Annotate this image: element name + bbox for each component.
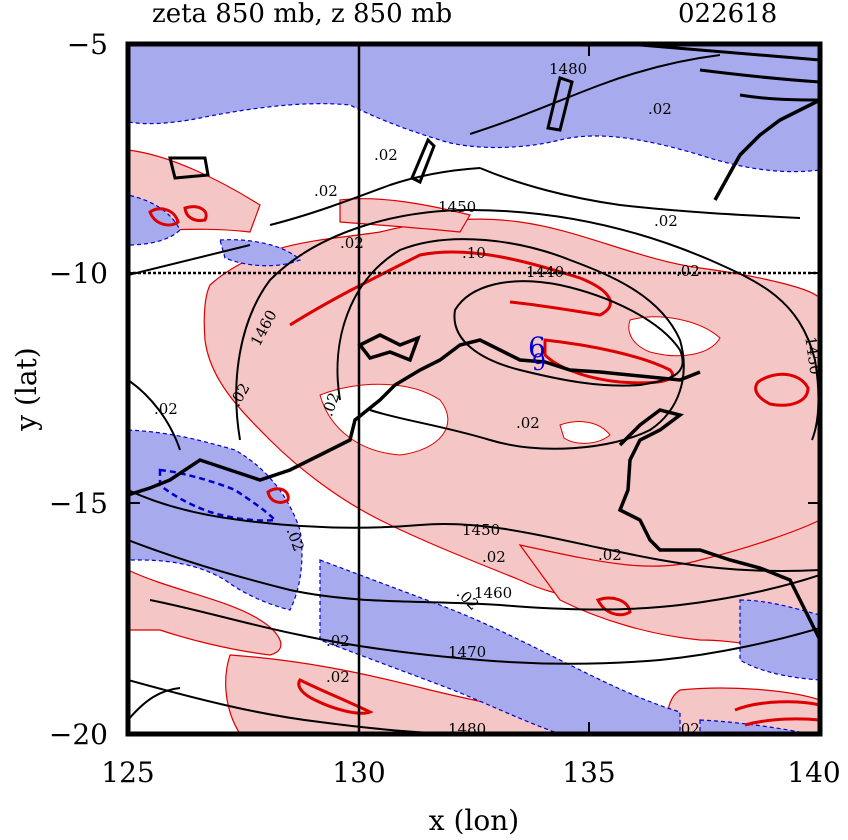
contour-label: 9 xyxy=(532,351,546,376)
x-tick-label: 140 xyxy=(787,756,840,789)
plot-frame xyxy=(125,41,823,737)
contour-label: 6 xyxy=(528,331,546,364)
vorticity-holes xyxy=(319,316,721,456)
y-axis-label: y (lat) xyxy=(10,347,43,431)
chart-date: 022618 xyxy=(678,0,777,29)
bold-contour-right xyxy=(713,98,820,201)
chart-title: zeta 850 mb, z 850 mb xyxy=(152,0,452,29)
contour-label: .02 xyxy=(374,146,398,164)
contour-label: .10 xyxy=(462,244,486,262)
contour-label: .02 xyxy=(314,182,338,200)
y-tick-label: −10 xyxy=(49,257,108,290)
y-tick-label: −5 xyxy=(67,28,108,61)
axis-ticks xyxy=(128,44,820,734)
contour-label: 1440 xyxy=(526,263,564,281)
contour-label: 1450 xyxy=(438,198,476,216)
y-axis: −5 −10 −15 −20 xyxy=(49,28,108,751)
contour-label: 1470 xyxy=(448,643,486,661)
contour-label: 1450 xyxy=(801,335,824,375)
contour-label: .02 xyxy=(482,548,506,566)
contour-label: .02 xyxy=(154,400,178,418)
y-tick-label: −15 xyxy=(49,487,108,520)
plot-area: 1480 1450 1440 1460 1450 1450 1460 1470 … xyxy=(128,44,824,738)
y-tick-label: −20 xyxy=(49,718,108,751)
positive-contours-strong xyxy=(148,205,820,727)
x-axis-label: x (lon) xyxy=(429,804,519,837)
x-tick-label: 130 xyxy=(332,756,385,789)
negative-vorticity-fills xyxy=(128,44,820,734)
contour-label: 1480 xyxy=(448,720,486,738)
negative-contour-strong xyxy=(158,468,278,522)
contour-label: .02 xyxy=(340,234,364,252)
x-tick-label: 135 xyxy=(562,756,615,789)
contour-label: .02 xyxy=(648,100,672,118)
x-axis: 125 130 135 140 x (lon) xyxy=(101,756,840,837)
bold-height-contour xyxy=(128,338,820,641)
contour-label: 1460 xyxy=(474,584,512,602)
contour-label: .02 xyxy=(676,262,700,280)
height-contours xyxy=(128,54,820,734)
contour-label: 1450 xyxy=(462,521,500,539)
contour-label: 1480 xyxy=(549,60,587,78)
bold-closed-contour xyxy=(357,333,421,363)
contour-label: .02 xyxy=(516,414,540,432)
contour-label: .02 xyxy=(326,668,350,686)
x-tick-label: 125 xyxy=(101,756,154,789)
contour-label: .02 xyxy=(598,546,622,564)
contour-label: .02 xyxy=(676,720,700,738)
contour-label: .02 xyxy=(326,632,350,650)
height-contours-bold-upper xyxy=(168,44,820,185)
contour-label: .02 xyxy=(654,212,678,230)
